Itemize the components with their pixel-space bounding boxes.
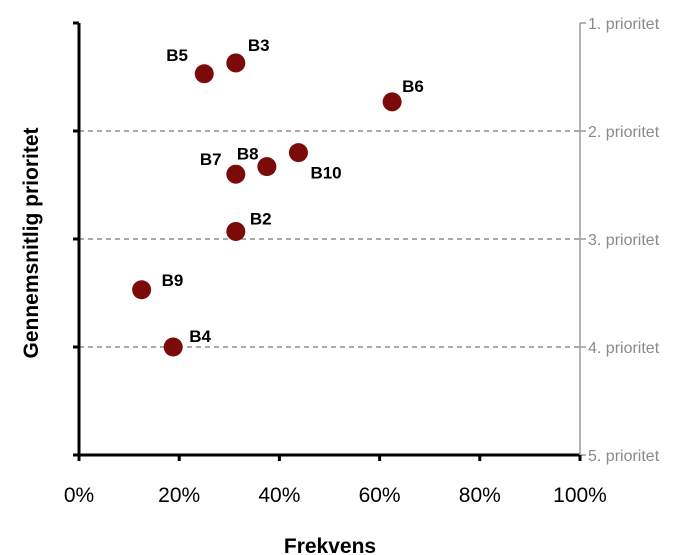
point-label-b2: B2 xyxy=(250,209,272,228)
point-label-b7: B7 xyxy=(200,150,222,169)
point-label-b6: B6 xyxy=(402,77,424,96)
right-tick-label: 4. prioritet xyxy=(588,340,660,357)
data-points xyxy=(132,53,402,357)
data-point-b10 xyxy=(288,143,308,163)
data-point-b7 xyxy=(226,164,246,184)
right-tick-label: 5. prioritet xyxy=(588,448,660,465)
x-tick-label: 40% xyxy=(258,484,300,507)
data-point-b4 xyxy=(163,337,183,357)
x-tick-label: 80% xyxy=(459,484,501,507)
data-point-b2 xyxy=(226,221,246,241)
x-tick-label: 20% xyxy=(158,484,200,507)
point-label-b5: B5 xyxy=(166,46,188,65)
point-label-b9: B9 xyxy=(162,271,184,290)
tick-labels: 0% 20% 40% 60% 80% 100% 1. prioritet 2. priorit… xyxy=(64,16,660,507)
right-tick-label: 3. prioritet xyxy=(588,232,660,249)
point-label-b8: B8 xyxy=(237,145,259,164)
data-point-b5 xyxy=(194,64,214,84)
point-label-b10: B10 xyxy=(310,164,341,183)
y-axis-label: Gennemsnitlig prioritet xyxy=(20,127,43,358)
right-tick-label: 2. prioritet xyxy=(588,124,660,141)
data-point-b8 xyxy=(257,157,277,177)
x-tick-label: 100% xyxy=(553,484,607,507)
point-label-b4: B4 xyxy=(189,327,211,346)
point-label-b3: B3 xyxy=(248,36,270,55)
data-point-b6 xyxy=(382,92,402,112)
data-point-b9 xyxy=(132,280,152,300)
point-labels: B3 B5 B6 B10 B8 B7 B2 B9 B4 xyxy=(162,36,424,346)
axes xyxy=(73,21,586,461)
x-axis-label: Frekvens xyxy=(284,535,376,555)
right-tick-label: 1. prioritet xyxy=(588,16,660,33)
gridlines xyxy=(79,130,580,348)
data-point-b3 xyxy=(226,53,246,73)
x-tick-label: 0% xyxy=(64,484,94,507)
x-tick-label: 60% xyxy=(359,484,401,507)
